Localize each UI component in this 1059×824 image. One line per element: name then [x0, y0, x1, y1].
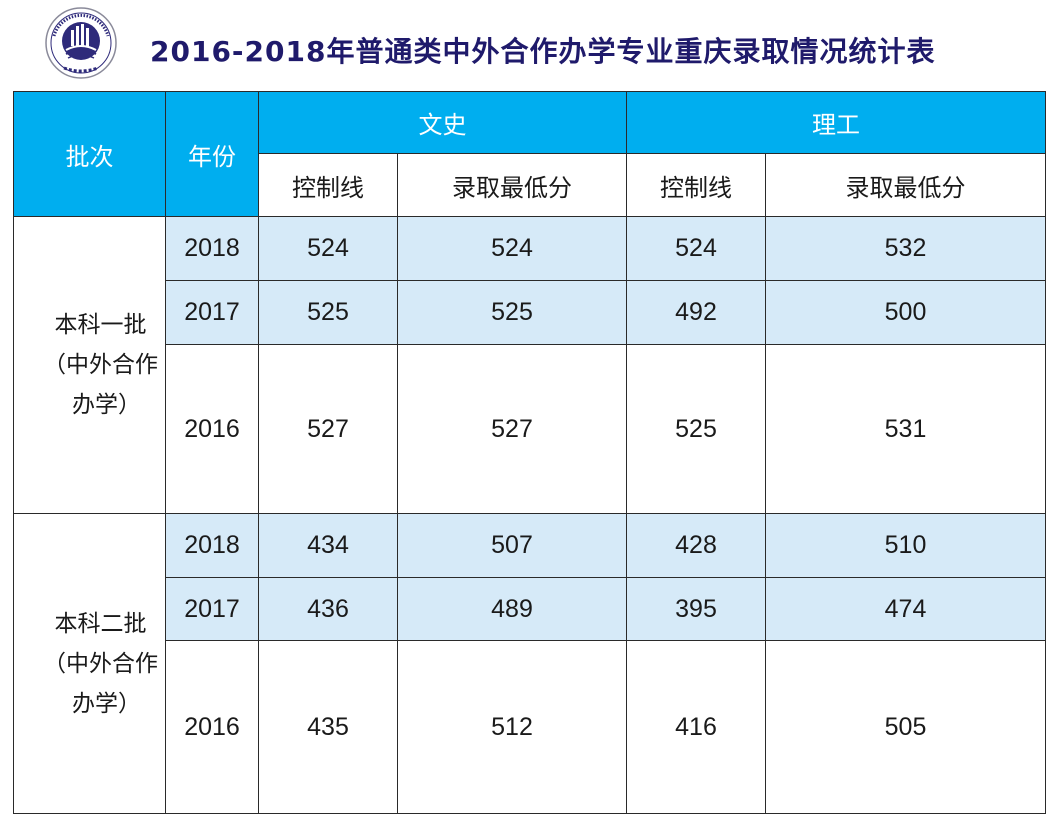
table-row: 2017 525 525 492 500	[14, 280, 1046, 345]
wenshi-control-cell: 525	[258, 280, 398, 345]
header-batch: 批次	[13, 91, 166, 217]
wenshi-min-cell: 525	[397, 280, 627, 345]
year-cell: 2016	[165, 640, 259, 814]
batch-line: 本科二批	[54, 610, 147, 637]
batch-line: 办学）	[72, 392, 141, 418]
batch-line: 办学）	[72, 690, 141, 717]
admission-table: 批次 年份 文史 理工 控制线 录取最低分 控制线 录取最低分 本科一批 （中外…	[13, 91, 1046, 814]
wenshi-control-cell: 524	[258, 216, 398, 281]
year-cell: 2017	[165, 280, 259, 345]
batch-line: 本科一批	[54, 312, 147, 338]
table-row: 本科二批 （中外合作 办学） 2018 434 507 428 510	[13, 513, 1046, 814]
header-year: 年份	[165, 91, 259, 217]
batch-line: （中外合作	[43, 650, 158, 677]
ligong-control-cell: 428	[626, 513, 766, 578]
table-row: 2016 435 512 416 505	[14, 640, 1046, 814]
ligong-min-cell: 505	[765, 640, 1046, 814]
wenshi-control-cell: 436	[258, 577, 398, 641]
ligong-min-cell: 474	[765, 577, 1046, 641]
table-row: 2017 436 489 395 474	[14, 577, 1046, 641]
ligong-control-cell: 492	[626, 280, 766, 345]
table-row: 本科一批 （中外合作 办学） 2018 524 524 524 532	[13, 216, 1046, 514]
ligong-control-cell: 525	[626, 344, 766, 514]
header-ligong-control: 控制线	[626, 153, 766, 217]
ligong-control-cell: 416	[626, 640, 766, 814]
year-cell: 2017	[165, 577, 259, 641]
wenshi-control-cell: 527	[258, 344, 398, 514]
ligong-min-cell: 531	[765, 344, 1046, 514]
header-wenshi: 文史	[258, 91, 627, 154]
header-ligong-min: 录取最低分	[765, 153, 1046, 217]
table-row: 2016 527 527 525 531	[14, 344, 1046, 514]
batch-line: （中外合作	[43, 352, 158, 378]
wenshi-control-cell: 435	[258, 640, 398, 814]
wenshi-min-cell: 489	[397, 577, 627, 641]
year-cell: 2016	[165, 344, 259, 514]
header-wenshi-min: 录取最低分	[397, 153, 627, 217]
year-cell: 2018	[165, 216, 259, 281]
ligong-control-cell: 524	[626, 216, 766, 281]
wenshi-min-cell: 507	[397, 513, 627, 578]
header-ligong: 理工	[626, 91, 1046, 154]
ligong-min-cell: 510	[765, 513, 1046, 578]
ligong-min-cell: 532	[765, 216, 1046, 281]
university-seal-icon	[44, 6, 118, 80]
ligong-control-cell: 395	[626, 577, 766, 641]
wenshi-min-cell: 512	[397, 640, 627, 814]
batch-label: 本科一批 （中外合作 办学）	[13, 216, 166, 514]
year-cell: 2018	[165, 513, 259, 578]
wenshi-control-cell: 434	[258, 513, 398, 578]
ligong-min-cell: 500	[765, 280, 1046, 345]
batch-label: 本科二批 （中外合作 办学）	[13, 513, 166, 814]
wenshi-min-cell: 527	[397, 344, 627, 514]
page-title: 2016-2018年普通类中外合作办学专业重庆录取情况统计表	[150, 35, 936, 68]
wenshi-min-cell: 524	[397, 216, 627, 281]
header-wenshi-control: 控制线	[258, 153, 398, 217]
